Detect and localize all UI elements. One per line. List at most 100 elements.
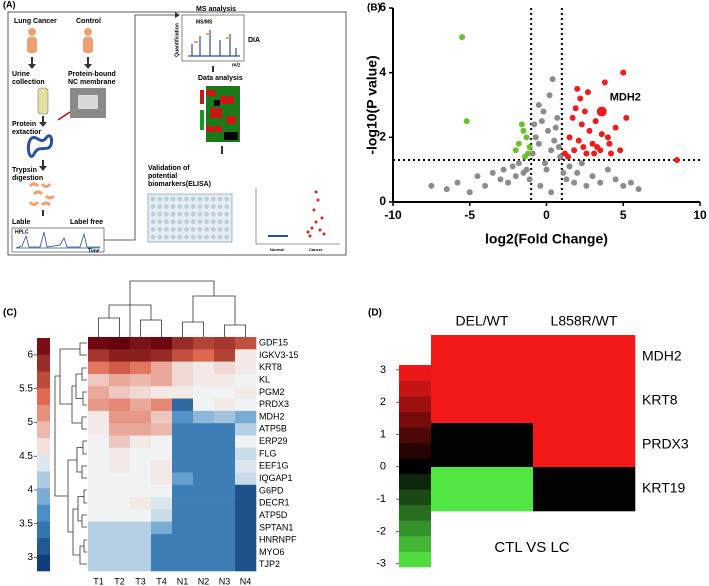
heatmap-cell bbox=[172, 447, 194, 461]
heatmap-cell bbox=[151, 558, 173, 572]
heatmap-cell bbox=[130, 361, 152, 375]
plate-well bbox=[150, 196, 156, 202]
hplc-trace bbox=[15, 231, 100, 249]
row-label: TJP2 bbox=[259, 559, 280, 569]
heatmap-cell bbox=[88, 460, 110, 473]
heatmap-cell bbox=[109, 398, 131, 412]
heatmap-cell bbox=[151, 435, 173, 449]
heatmap-cell bbox=[214, 509, 236, 523]
heatmap-cell bbox=[533, 379, 636, 424]
data-point bbox=[572, 105, 579, 112]
plate-well bbox=[170, 227, 176, 232]
x-axis-label: CTL VS LC bbox=[494, 539, 569, 556]
arrow bbox=[31, 57, 89, 66]
y-tick-label: 0 bbox=[379, 194, 386, 208]
ms-box bbox=[181, 14, 245, 62]
heatmap-cell bbox=[172, 349, 194, 362]
heatmap-cell bbox=[235, 373, 257, 387]
heatmap-cell bbox=[130, 337, 152, 350]
plate-well bbox=[184, 196, 189, 202]
data-point bbox=[497, 176, 504, 183]
plate-well bbox=[170, 219, 176, 225]
heatmap-cell bbox=[172, 497, 194, 510]
row-label: KRT8 bbox=[259, 362, 282, 372]
colorbar-block bbox=[37, 354, 50, 372]
heatmap-cell bbox=[235, 337, 257, 350]
annotated-point bbox=[596, 106, 607, 117]
step-text: Quantification bbox=[174, 23, 180, 57]
plate-well bbox=[204, 227, 210, 232]
colorbar-block bbox=[399, 520, 431, 537]
plate-well bbox=[204, 234, 210, 240]
data-point bbox=[526, 176, 533, 183]
heatmap-cell bbox=[130, 521, 152, 535]
data-point bbox=[541, 160, 548, 167]
data-point bbox=[548, 147, 555, 154]
heatmap-cell bbox=[88, 423, 110, 436]
plate-well bbox=[190, 234, 196, 240]
heatmap-cell bbox=[533, 467, 636, 512]
ms-peak-mark bbox=[194, 33, 230, 43]
plate-well bbox=[184, 204, 189, 210]
heatmap-cell bbox=[214, 546, 236, 559]
data-point bbox=[543, 166, 550, 173]
data-point bbox=[580, 144, 587, 151]
column-label: T3 bbox=[135, 576, 146, 586]
data-point bbox=[466, 189, 473, 196]
colorbar-block bbox=[399, 427, 431, 443]
colorbar-block bbox=[399, 535, 431, 552]
heatmap-cell bbox=[109, 386, 131, 399]
heatmap-cell bbox=[151, 361, 173, 375]
plate-well bbox=[197, 234, 203, 240]
data-point bbox=[509, 163, 516, 170]
row-label: PRDX3 bbox=[259, 399, 289, 409]
plate-well bbox=[224, 211, 230, 217]
heatmap-cell bbox=[172, 534, 194, 547]
heatmap-cell bbox=[109, 521, 131, 535]
plate-well bbox=[184, 219, 189, 225]
plate-well bbox=[177, 204, 183, 210]
plate-well bbox=[210, 196, 216, 202]
row-label: EEF1G bbox=[259, 461, 289, 471]
column-label: DEL/WT bbox=[456, 313, 509, 329]
heatmap-cell bbox=[151, 509, 173, 523]
data-point bbox=[512, 173, 519, 180]
heatmap-cell bbox=[88, 398, 110, 412]
step-text: Label free bbox=[70, 219, 103, 226]
heatmap-cell bbox=[214, 558, 236, 572]
colorbar-block bbox=[37, 521, 50, 539]
column-label: L858R/WT bbox=[551, 313, 618, 329]
heatmap-cell bbox=[193, 497, 215, 510]
plate-well bbox=[184, 234, 189, 240]
plate-well bbox=[150, 227, 156, 232]
heatmap-cell bbox=[235, 361, 257, 375]
step-text: collection bbox=[12, 79, 45, 86]
data-point bbox=[601, 79, 608, 86]
row-label: IGKV3-15 bbox=[259, 350, 299, 360]
heatmap-cell bbox=[533, 423, 636, 468]
data-point bbox=[575, 137, 582, 144]
plate-well bbox=[190, 211, 196, 217]
heatmap-cell bbox=[130, 484, 152, 498]
heatmap-cell bbox=[172, 521, 194, 535]
plate-well bbox=[184, 227, 189, 232]
data-point bbox=[566, 134, 573, 141]
step-text: Time bbox=[88, 248, 100, 254]
heatmap-cell bbox=[88, 521, 110, 535]
arrow bbox=[57, 111, 71, 121]
data-point bbox=[523, 166, 530, 173]
plate-well bbox=[217, 196, 223, 202]
heatmap-cell bbox=[109, 447, 131, 461]
heatmap-cell bbox=[172, 484, 194, 498]
plate-well bbox=[197, 227, 203, 232]
heatmap-cell bbox=[193, 361, 215, 375]
heatmap-cell bbox=[130, 373, 152, 387]
heatmap-cell bbox=[172, 546, 194, 559]
data-point bbox=[623, 114, 630, 121]
row-label: MYO6 bbox=[259, 547, 285, 557]
step-text: Normal bbox=[270, 247, 284, 252]
step-text: Validation of bbox=[148, 165, 190, 172]
heatmap-cell bbox=[130, 546, 152, 559]
colorbar-block bbox=[37, 471, 50, 489]
heatmap-cell bbox=[214, 386, 236, 399]
